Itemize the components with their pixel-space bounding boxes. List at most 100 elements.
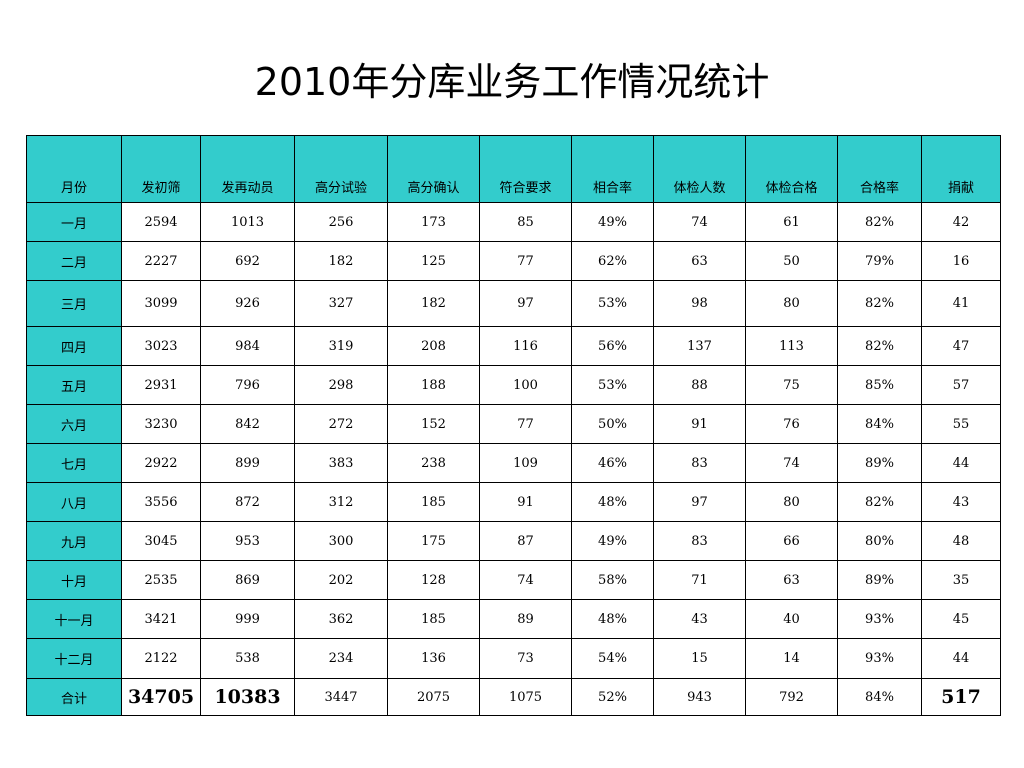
table-cell: 538 xyxy=(200,638,295,679)
table-cell: 91 xyxy=(479,482,572,522)
table-cell: 35 xyxy=(921,560,1001,600)
table-cell: 300 xyxy=(294,521,388,561)
month-cell: 七月 xyxy=(26,443,122,483)
table-cell: 62% xyxy=(571,241,654,281)
table-cell: 128 xyxy=(387,560,480,600)
total-cell: 10383 xyxy=(200,678,295,716)
table-cell: 55 xyxy=(921,404,1001,444)
table-cell: 74 xyxy=(479,560,572,600)
header-cell: 体检合格 xyxy=(745,135,838,203)
table-cell: 3421 xyxy=(121,599,201,639)
table-cell: 3023 xyxy=(121,326,201,366)
table-cell: 89 xyxy=(479,599,572,639)
table-cell: 56% xyxy=(571,326,654,366)
header-cell: 合格率 xyxy=(837,135,922,203)
table-cell: 272 xyxy=(294,404,388,444)
table-cell: 15 xyxy=(653,638,746,679)
table-cell: 3230 xyxy=(121,404,201,444)
header-cell: 符合要求 xyxy=(479,135,572,203)
table-cell: 327 xyxy=(294,280,388,327)
month-cell: 一月 xyxy=(26,202,122,242)
month-cell: 十二月 xyxy=(26,638,122,679)
table-cell: 42 xyxy=(921,202,1001,242)
table-cell: 54% xyxy=(571,638,654,679)
page-title: 2010年分库业务工作情况统计 xyxy=(254,60,770,104)
table-cell: 869 xyxy=(200,560,295,600)
total-cell: 3447 xyxy=(294,678,388,716)
table-cell: 49% xyxy=(571,521,654,561)
table-row: 三月 3099 926 327 182 97 53% 98 80 82% 41 xyxy=(26,280,1001,327)
table-cell: 50% xyxy=(571,404,654,444)
header-cell: 体检人数 xyxy=(653,135,746,203)
table-cell: 16 xyxy=(921,241,1001,281)
header-cell: 高分确认 xyxy=(387,135,480,203)
table-cell: 41 xyxy=(921,280,1001,327)
table-cell: 312 xyxy=(294,482,388,522)
table-cell: 73 xyxy=(479,638,572,679)
table-cell: 2594 xyxy=(121,202,201,242)
table-cell: 66 xyxy=(745,521,838,561)
table-row: 五月 2931 796 298 188 100 53% 88 75 85% 57 xyxy=(26,365,1001,405)
table-cell: 185 xyxy=(387,482,480,522)
header-cell: 发再动员 xyxy=(200,135,295,203)
table-cell: 842 xyxy=(200,404,295,444)
table-cell: 362 xyxy=(294,599,388,639)
table-cell: 109 xyxy=(479,443,572,483)
total-cell: 2075 xyxy=(387,678,480,716)
table-cell: 48% xyxy=(571,599,654,639)
table-row: 十二月 2122 538 234 136 73 54% 15 14 93% 44 xyxy=(26,638,1001,679)
total-cell: 1075 xyxy=(479,678,572,716)
table-cell: 45 xyxy=(921,599,1001,639)
table-row: 九月 3045 953 300 175 87 49% 83 66 80% 48 xyxy=(26,521,1001,561)
table-cell: 3099 xyxy=(121,280,201,327)
table-cell: 2227 xyxy=(121,241,201,281)
header-cell: 捐献 xyxy=(921,135,1001,203)
total-cell: 34705 xyxy=(121,678,201,716)
table-cell: 3045 xyxy=(121,521,201,561)
stats-table-container: 月份 发初筛 发再动员 高分试验 高分确认 符合要求 相合率 体检人数 体检合格… xyxy=(26,135,1001,716)
table-cell: 87 xyxy=(479,521,572,561)
table-cell: 77 xyxy=(479,404,572,444)
table-cell: 85 xyxy=(479,202,572,242)
table-cell: 100 xyxy=(479,365,572,405)
table-cell: 43 xyxy=(653,599,746,639)
table-cell: 91 xyxy=(653,404,746,444)
month-cell: 三月 xyxy=(26,280,122,327)
table-cell: 93% xyxy=(837,638,922,679)
table-cell: 80 xyxy=(745,280,838,327)
table-cell: 97 xyxy=(479,280,572,327)
table-cell: 61 xyxy=(745,202,838,242)
table-row: 六月 3230 842 272 152 77 50% 91 76 84% 55 xyxy=(26,404,1001,444)
table-cell: 77 xyxy=(479,241,572,281)
table-cell: 182 xyxy=(387,280,480,327)
table-cell: 319 xyxy=(294,326,388,366)
table-cell: 53% xyxy=(571,280,654,327)
total-cell: 943 xyxy=(653,678,746,716)
table-cell: 43 xyxy=(921,482,1001,522)
table-cell: 999 xyxy=(200,599,295,639)
table-cell: 234 xyxy=(294,638,388,679)
table-cell: 88 xyxy=(653,365,746,405)
table-cell: 63 xyxy=(745,560,838,600)
table-cell: 97 xyxy=(653,482,746,522)
month-cell: 十月 xyxy=(26,560,122,600)
total-row: 合计 34705 10383 3447 2075 1075 52% 943 792 84% 517 xyxy=(26,678,1001,716)
table-cell: 256 xyxy=(294,202,388,242)
table-cell: 173 xyxy=(387,202,480,242)
table-cell: 48% xyxy=(571,482,654,522)
table-cell: 208 xyxy=(387,326,480,366)
total-cell: 517 xyxy=(921,678,1001,716)
table-cell: 14 xyxy=(745,638,838,679)
table-cell: 93% xyxy=(837,599,922,639)
total-cell: 792 xyxy=(745,678,838,716)
header-cell: 发初筛 xyxy=(121,135,201,203)
table-cell: 80 xyxy=(745,482,838,522)
table-cell: 383 xyxy=(294,443,388,483)
month-cell: 九月 xyxy=(26,521,122,561)
table-cell: 83 xyxy=(653,443,746,483)
month-cell: 二月 xyxy=(26,241,122,281)
stats-table: 月份 发初筛 发再动员 高分试验 高分确认 符合要求 相合率 体检人数 体检合格… xyxy=(26,135,1001,716)
table-cell: 85% xyxy=(837,365,922,405)
table-row: 二月 2227 692 182 125 77 62% 63 50 79% 16 xyxy=(26,241,1001,281)
table-cell: 44 xyxy=(921,443,1001,483)
